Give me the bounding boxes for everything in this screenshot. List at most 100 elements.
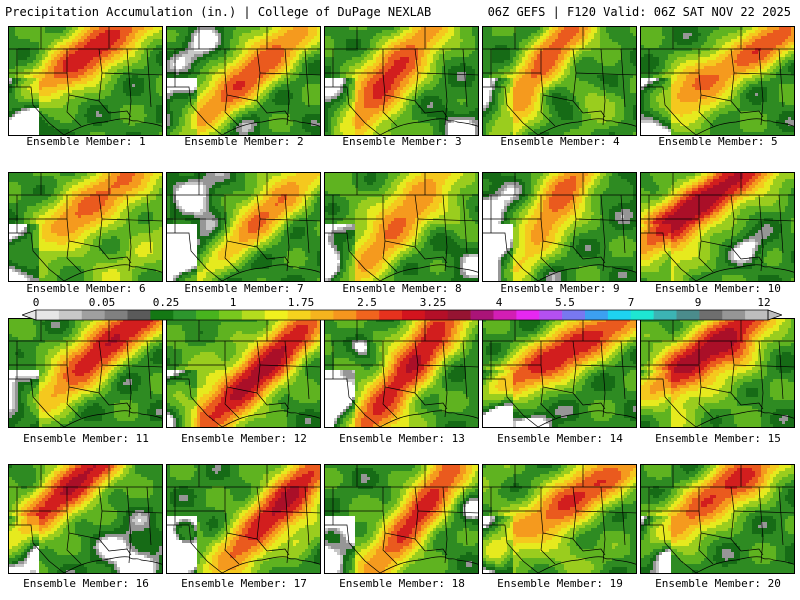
member-map-panel <box>482 318 637 428</box>
member-label: Ensemble Member: 4 <box>481 135 639 148</box>
colorbar-tick-label: 7 <box>628 296 635 309</box>
colorbar-swatch <box>447 310 471 320</box>
member-label: Ensemble Member: 2 <box>165 135 323 148</box>
valid-time: 06Z GEFS | F120 Valid: 06Z SAT NOV 22 20… <box>488 5 791 19</box>
member-label: Ensemble Member: 7 <box>165 282 323 295</box>
precip-map <box>641 27 794 135</box>
precip-map <box>167 319 320 427</box>
colorbar-swatch <box>722 310 746 320</box>
colorbar-tick-label: 9 <box>695 296 702 309</box>
state-boundaries <box>641 27 794 135</box>
colorbar-swatch <box>630 310 654 320</box>
precip-map <box>9 27 162 135</box>
member-map-panel <box>324 172 479 282</box>
precip-map <box>641 465 794 573</box>
member-label: Ensemble Member: 5 <box>639 135 797 148</box>
state-boundaries <box>483 27 636 135</box>
precip-map <box>483 319 636 427</box>
colorbar-swatch <box>58 310 83 320</box>
precip-map <box>325 173 478 281</box>
colorbar-swatch <box>539 310 563 320</box>
colorbar-swatch <box>333 310 357 320</box>
state-boundaries <box>9 173 162 281</box>
member-label: Ensemble Member: 8 <box>323 282 481 295</box>
state-boundaries <box>483 173 636 281</box>
state-boundaries <box>641 465 794 573</box>
precip-map <box>9 173 162 281</box>
colorbar-tick-label: 2.5 <box>357 296 377 309</box>
member-label: Ensemble Member: 16 <box>7 577 165 590</box>
precip-map <box>483 173 636 281</box>
colorbar-swatch <box>676 310 700 320</box>
precip-map <box>483 465 636 573</box>
colorbar-tick-label: 5.5 <box>555 296 575 309</box>
colorbar-tick-label: 12 <box>757 296 770 309</box>
precip-map <box>9 319 162 427</box>
member-label: Ensemble Member: 13 <box>323 432 481 445</box>
member-map-panel <box>8 318 163 428</box>
member-map-panel <box>482 172 637 282</box>
member-label: Ensemble Member: 9 <box>481 282 639 295</box>
member-map-panel <box>166 318 321 428</box>
precip-map <box>325 465 478 573</box>
precip-map <box>483 27 636 135</box>
member-map-panel <box>166 172 321 282</box>
member-map-panel <box>8 26 163 136</box>
precip-map <box>641 319 794 427</box>
state-boundaries <box>167 465 320 573</box>
colorbar-swatch <box>104 310 128 320</box>
member-label: Ensemble Member: 11 <box>7 432 165 445</box>
colorbar-arrow-high <box>767 309 782 321</box>
colorbar-tick-label: 4 <box>496 296 503 309</box>
member-map-panel <box>482 26 637 136</box>
member-map-panel <box>8 464 163 574</box>
state-boundaries <box>9 465 162 573</box>
member-map-panel <box>640 464 795 574</box>
state-boundaries <box>325 319 478 427</box>
state-boundaries <box>483 465 636 573</box>
state-boundaries <box>325 173 478 281</box>
colorbar-swatch <box>264 310 288 320</box>
member-map-panel <box>482 464 637 574</box>
member-label: Ensemble Member: 3 <box>323 135 481 148</box>
precip-map <box>167 465 320 573</box>
member-label: Ensemble Member: 20 <box>639 577 797 590</box>
colorbar-tick-label: 0.05 <box>89 296 116 309</box>
colorbar-swatch <box>424 310 449 320</box>
member-map-panel <box>640 172 795 282</box>
colorbar-swatch <box>516 310 540 320</box>
colorbar-swatch <box>81 310 105 320</box>
state-boundaries <box>325 465 478 573</box>
member-map-panel <box>166 464 321 574</box>
colorbar-swatch <box>127 310 151 320</box>
colorbar-swatch <box>607 310 632 320</box>
colorbar-swatch <box>219 310 243 320</box>
member-map-panel <box>324 464 479 574</box>
colorbar-swatch <box>562 310 586 320</box>
member-map-panel <box>324 318 479 428</box>
member-label: Ensemble Member: 19 <box>481 577 639 590</box>
colorbar-swatch <box>585 310 609 320</box>
colorbar-tick-label: 0 <box>33 296 40 309</box>
state-boundaries <box>167 27 320 135</box>
colorbar-frame <box>35 309 769 321</box>
colorbar-tick-label: 3.25 <box>420 296 447 309</box>
precip-colorbar <box>22 309 782 321</box>
precip-map <box>641 173 794 281</box>
state-boundaries <box>167 319 320 427</box>
member-map-panel <box>8 172 163 282</box>
member-map-panel <box>640 318 795 428</box>
chart-title: Precipitation Accumulation (in.) | Colle… <box>5 5 431 19</box>
member-label: Ensemble Member: 1 <box>7 135 165 148</box>
colorbar-swatch <box>653 310 677 320</box>
precip-map <box>325 319 478 427</box>
state-boundaries <box>641 173 794 281</box>
precip-map <box>167 27 320 135</box>
member-map-panel <box>324 26 479 136</box>
state-boundaries <box>167 173 320 281</box>
colorbar-swatch <box>287 310 311 320</box>
colorbar-swatch <box>493 310 517 320</box>
member-label: Ensemble Member: 14 <box>481 432 639 445</box>
colorbar-swatch <box>196 310 220 320</box>
member-map-panel <box>640 26 795 136</box>
